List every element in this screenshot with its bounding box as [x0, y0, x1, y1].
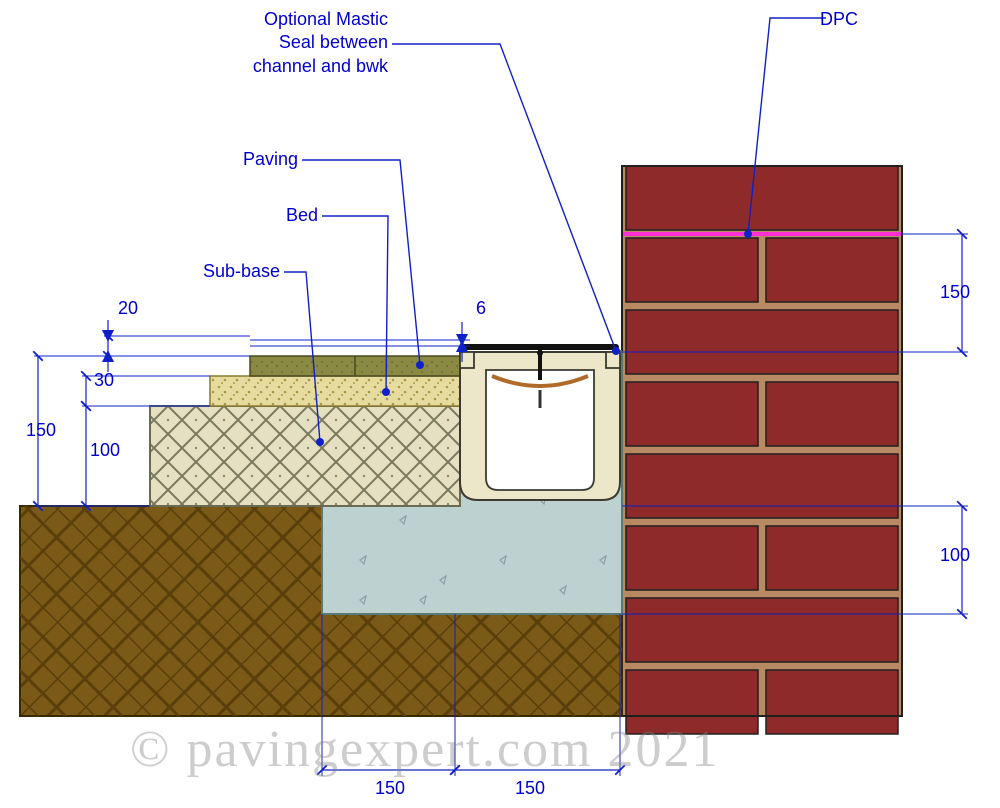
label-bed: Bed [258, 204, 318, 227]
dim-b150a: 150 [360, 778, 420, 799]
dim-b150b: 150 [500, 778, 560, 799]
dim-100: 100 [80, 440, 130, 461]
label-subbase: Sub-base [180, 260, 280, 283]
label-mastic: Optional MasticSeal betweenchannel and b… [168, 8, 388, 78]
dim-6: 6 [466, 298, 496, 319]
dim-150r: 150 [930, 282, 980, 303]
label-dpc: DPC [820, 8, 880, 31]
dim-150l: 150 [16, 420, 66, 441]
label-bed-text: Bed [286, 205, 318, 225]
label-dpc-text: DPC [820, 9, 858, 29]
section-drawing [0, 0, 1000, 808]
label-mastic-text: Optional MasticSeal betweenchannel and b… [253, 9, 388, 76]
label-paving: Paving [198, 148, 298, 171]
dim-100r: 100 [930, 545, 980, 566]
dim-20: 20 [108, 298, 148, 319]
label-subbase-text: Sub-base [203, 261, 280, 281]
label-paving-text: Paving [243, 149, 298, 169]
dim-30: 30 [84, 370, 124, 391]
